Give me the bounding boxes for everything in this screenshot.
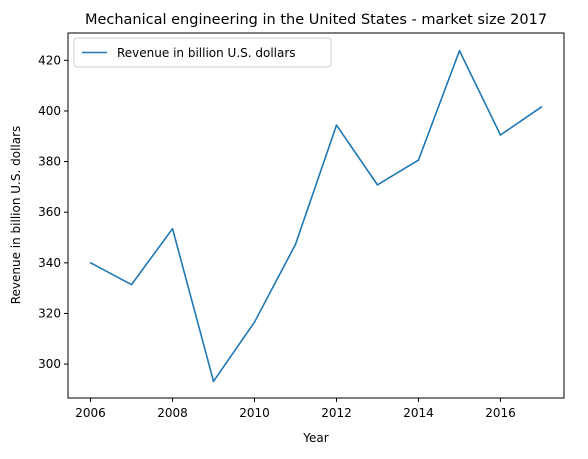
y-axis-label: Revenue in billion U.S. dollars <box>9 126 23 305</box>
chart-title: Mechanical engineering in the United Sta… <box>85 12 547 28</box>
x-axis-ticks: 2006 2008 2010 2012 2014 2016 <box>75 398 516 420</box>
x-tick-label: 2010 <box>239 406 270 420</box>
data-point <box>376 184 379 186</box>
data-point <box>540 106 543 108</box>
legend: Revenue in billion U.S. dollars <box>73 37 332 68</box>
series-group <box>89 49 543 383</box>
data-point <box>294 243 297 246</box>
y-tick-label: 360 <box>38 205 61 219</box>
data-point <box>130 283 133 286</box>
data-point <box>417 159 420 161</box>
y-tick-label: 420 <box>38 53 61 67</box>
x-tick-label: 2012 <box>321 406 352 420</box>
series-line <box>90 49 542 383</box>
data-point <box>171 227 174 230</box>
data-point <box>253 321 256 323</box>
x-tick-label: 2014 <box>403 406 434 420</box>
x-axis-label: Year <box>302 431 328 445</box>
data-point <box>335 124 338 126</box>
x-tick-label: 2008 <box>157 406 188 420</box>
y-tick-label: 400 <box>38 104 61 118</box>
y-tick-label: 380 <box>38 155 61 169</box>
plot-frame <box>67 32 565 399</box>
data-point <box>212 380 215 383</box>
data-point <box>458 49 461 52</box>
y-axis-ticks: 300 320 340 360 380 400 420 <box>38 53 68 371</box>
axes: 2006 2008 2010 2012 2014 2016 300 320 340 360 380… <box>38 32 565 420</box>
y-tick-label: 340 <box>38 256 61 270</box>
data-point <box>89 262 92 264</box>
data-point <box>499 134 502 136</box>
legend-box <box>73 37 332 68</box>
x-tick-label: 2016 <box>485 406 516 420</box>
x-tick-label: 2006 <box>75 406 106 420</box>
y-tick-label: 320 <box>38 306 61 320</box>
legend-series-label: Revenue in billion U.S. dollars <box>117 46 296 60</box>
y-tick-label: 300 <box>38 357 61 371</box>
